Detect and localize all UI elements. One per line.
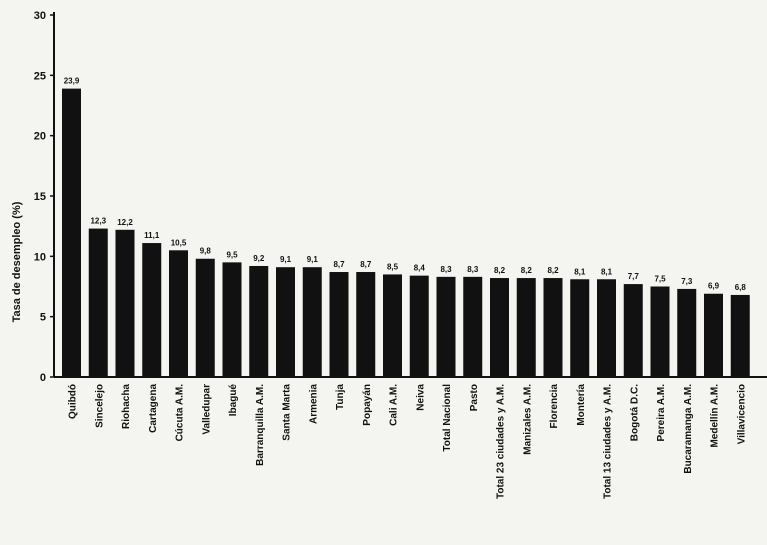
x-tick-label: Florencia bbox=[549, 384, 560, 429]
x-tick-label: Bucaramanga A.M. bbox=[683, 384, 694, 474]
y-axis-title: Tasa de desempleo (%) bbox=[11, 201, 23, 322]
bar bbox=[704, 293, 723, 377]
bar bbox=[249, 265, 269, 377]
data-label: 9,8 bbox=[200, 247, 212, 256]
bar bbox=[276, 267, 295, 377]
bar bbox=[169, 250, 188, 377]
x-tick-label: Villavicencio bbox=[736, 384, 747, 444]
bar bbox=[356, 272, 376, 377]
x-tick-label: Bogotá D.C. bbox=[629, 384, 640, 441]
bar bbox=[570, 279, 590, 377]
bar bbox=[650, 286, 670, 377]
data-label: 9,5 bbox=[226, 250, 238, 259]
bar bbox=[730, 294, 750, 377]
data-label: 8,3 bbox=[467, 265, 479, 274]
bar bbox=[463, 276, 483, 377]
bar bbox=[88, 228, 108, 377]
data-label: 9,1 bbox=[307, 255, 319, 264]
data-label: 10,5 bbox=[171, 238, 187, 247]
data-label: 6,8 bbox=[735, 283, 747, 292]
bar bbox=[597, 279, 616, 377]
x-tick-label: Valledupar bbox=[201, 384, 212, 435]
data-label: 23,9 bbox=[64, 77, 80, 86]
bars-group bbox=[62, 88, 750, 378]
x-tick-label: Neiva bbox=[415, 384, 426, 411]
data-label: 9,2 bbox=[253, 254, 265, 263]
data-label: 8,2 bbox=[494, 266, 506, 275]
x-tick-label: Tunja bbox=[335, 384, 346, 410]
data-label: 6,9 bbox=[708, 282, 720, 291]
x-tick-label: Popayán bbox=[362, 384, 373, 426]
bar bbox=[677, 288, 697, 377]
bar bbox=[623, 284, 643, 377]
x-tick-label: Santa Marta bbox=[282, 384, 293, 441]
data-label: 12,3 bbox=[90, 217, 106, 226]
y-tick-label: 15 bbox=[34, 191, 46, 203]
x-tick-label: Armenia bbox=[308, 384, 319, 424]
y-axis: 0 5 10 15 20 25 30 bbox=[34, 10, 55, 384]
bar bbox=[543, 278, 563, 377]
x-tick-label: Cali A.M. bbox=[389, 384, 400, 426]
data-label: 8,3 bbox=[440, 265, 452, 274]
bar bbox=[115, 229, 135, 377]
data-label: 7,5 bbox=[654, 275, 666, 284]
data-labels-group: 23,9 12,3 12,2 11,1 10,5 9,8 9,5 9,2 9,1 9,1 8,7 8,… bbox=[64, 77, 747, 292]
x-tick-label: Cúcuta A.M. bbox=[175, 384, 186, 442]
x-tick-label: Barranquilla A.M. bbox=[255, 384, 266, 466]
bar bbox=[329, 272, 349, 377]
x-tick-label: Pasto bbox=[469, 384, 480, 411]
x-tick-labels-group: Quibdó Sincelejo Riohacha Cartagena Cúcuta A… bbox=[68, 384, 748, 499]
bar bbox=[490, 278, 509, 377]
data-label: 7,3 bbox=[681, 277, 693, 286]
data-label: 8,2 bbox=[521, 266, 533, 275]
y-tick-label: 0 bbox=[40, 372, 46, 384]
data-label: 8,7 bbox=[333, 260, 345, 269]
bar bbox=[409, 275, 429, 377]
bar bbox=[383, 274, 402, 377]
x-tick-label: Sincelejo bbox=[94, 384, 105, 428]
y-tick-label: 25 bbox=[34, 70, 46, 82]
x-tick-label: Cartagena bbox=[148, 384, 159, 433]
data-label: 8,2 bbox=[547, 266, 559, 275]
data-label: 8,1 bbox=[574, 267, 586, 276]
data-label: 9,1 bbox=[280, 255, 292, 264]
data-label: 7,7 bbox=[628, 272, 640, 281]
x-tick-label: Total Nacional bbox=[442, 384, 453, 452]
bar bbox=[62, 88, 81, 378]
x-tick-label: Total 13 ciudades y A.M. bbox=[603, 384, 614, 499]
bar bbox=[195, 258, 215, 377]
bar bbox=[436, 276, 456, 377]
data-label: 11,1 bbox=[144, 231, 160, 240]
bar bbox=[142, 243, 162, 377]
y-tick-label: 20 bbox=[34, 131, 46, 143]
x-tick-label: Medellín A.M. bbox=[710, 384, 721, 448]
y-tick-label: 30 bbox=[34, 10, 46, 22]
bar bbox=[302, 267, 322, 377]
y-axis-title-group: Tasa de desempleo (%) bbox=[11, 201, 23, 322]
x-tick-label: Manizales A.M. bbox=[522, 384, 533, 455]
x-tick-label: Montería bbox=[576, 384, 587, 426]
x-tick-label: Total 23 ciudades y A.M. bbox=[496, 384, 507, 499]
data-label: 8,7 bbox=[360, 260, 372, 269]
bar bbox=[222, 262, 242, 377]
y-tick-label: 10 bbox=[34, 251, 46, 263]
x-tick-label: Quibdó bbox=[68, 384, 79, 419]
data-label: 8,1 bbox=[601, 267, 613, 276]
x-tick-label: Riohacha bbox=[121, 384, 132, 429]
data-label: 8,5 bbox=[387, 262, 399, 271]
data-label: 8,4 bbox=[414, 264, 426, 273]
x-tick-label: Ibagué bbox=[228, 384, 239, 417]
bar bbox=[516, 278, 536, 377]
x-tick-label: Pereira A.M. bbox=[656, 384, 667, 442]
data-label: 12,2 bbox=[117, 218, 133, 227]
y-tick-label: 5 bbox=[40, 312, 46, 324]
